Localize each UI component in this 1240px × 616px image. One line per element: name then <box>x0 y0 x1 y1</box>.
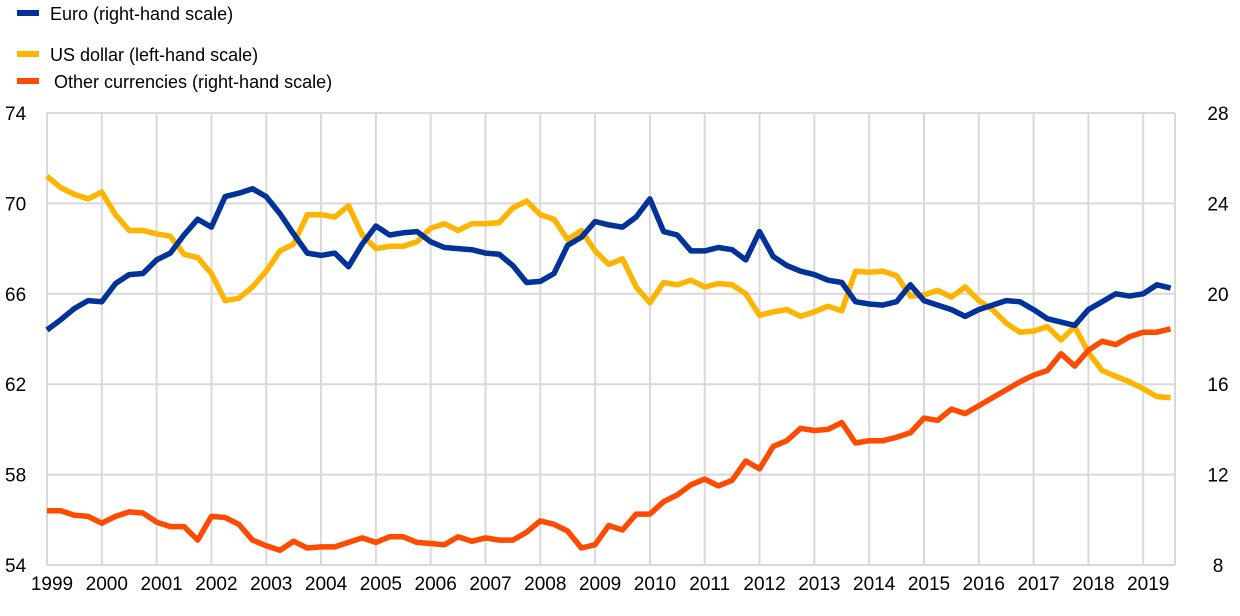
x-tick-label: 2014 <box>853 574 896 595</box>
axes: 54 58 62 66 70 74 8 12 16 20 24 28 1999 2000 2001 2002 2… <box>5 104 1229 595</box>
y-tick-label-left: 70 <box>5 194 26 215</box>
y-tick-label-right: 28 <box>1207 104 1228 125</box>
x-tick-label: 2008 <box>524 574 566 595</box>
x-tick-label: 2012 <box>743 574 785 595</box>
legend-item-other-currencies: Other currencies (right-hand scale) <box>17 72 332 92</box>
y-tick-label-right: 24 <box>1207 194 1229 215</box>
y-tick-label-right: 16 <box>1207 375 1228 396</box>
series-line-euro <box>45 185 1172 333</box>
x-tick-label: 1999 <box>31 574 73 595</box>
x-tick-label: 2019 <box>1127 574 1169 595</box>
y-tick-label-right: 12 <box>1207 466 1228 487</box>
y-tick-label-left: 58 <box>5 466 26 487</box>
series-line-us-dollar <box>45 174 1171 401</box>
x-tick-label: 2004 <box>305 574 348 595</box>
legend-item-us-dollar: US dollar (left-hand scale) <box>17 45 258 65</box>
legend-label-euro: Euro (right-hand scale) <box>50 4 233 24</box>
y-tick-label-left: 62 <box>5 375 26 396</box>
x-tick-label: 2000 <box>86 574 128 595</box>
legend-item-euro: Euro (right-hand scale) <box>17 4 233 24</box>
gridlines <box>46 112 1176 566</box>
legend: Euro (right-hand scale) US dollar (left-… <box>17 4 332 92</box>
series-lines <box>45 174 1172 554</box>
y-tick-label-left: 66 <box>5 285 26 306</box>
x-tick-label: 2002 <box>195 574 237 595</box>
y-tick-label-right: 20 <box>1207 285 1228 306</box>
x-tick-label: 2015 <box>908 574 950 595</box>
series-line-other-currencies <box>47 326 1172 554</box>
x-tick-label: 2007 <box>469 574 511 595</box>
x-tick-label: 2013 <box>798 574 840 595</box>
y-tick-label-right: 8 <box>1213 556 1224 577</box>
x-tick-label: 2010 <box>634 574 676 595</box>
x-tick-label: 2001 <box>140 574 182 595</box>
x-tick-label: 2018 <box>1072 574 1114 595</box>
legend-label-us-dollar: US dollar (left-hand scale) <box>50 45 258 65</box>
y-tick-label-left: 54 <box>5 556 27 577</box>
x-tick-label: 2006 <box>415 574 457 595</box>
y-tick-label-left: 74 <box>5 104 27 125</box>
x-tick-label: 2003 <box>250 574 292 595</box>
x-tick-label: 2017 <box>1017 574 1059 595</box>
x-tick-label: 2005 <box>360 574 402 595</box>
legend-label-other-currencies: Other currencies (right-hand scale) <box>54 72 332 92</box>
x-tick-label: 2009 <box>579 574 621 595</box>
x-tick-label: 2011 <box>689 574 730 595</box>
x-tick-label: 2016 <box>963 574 1005 595</box>
